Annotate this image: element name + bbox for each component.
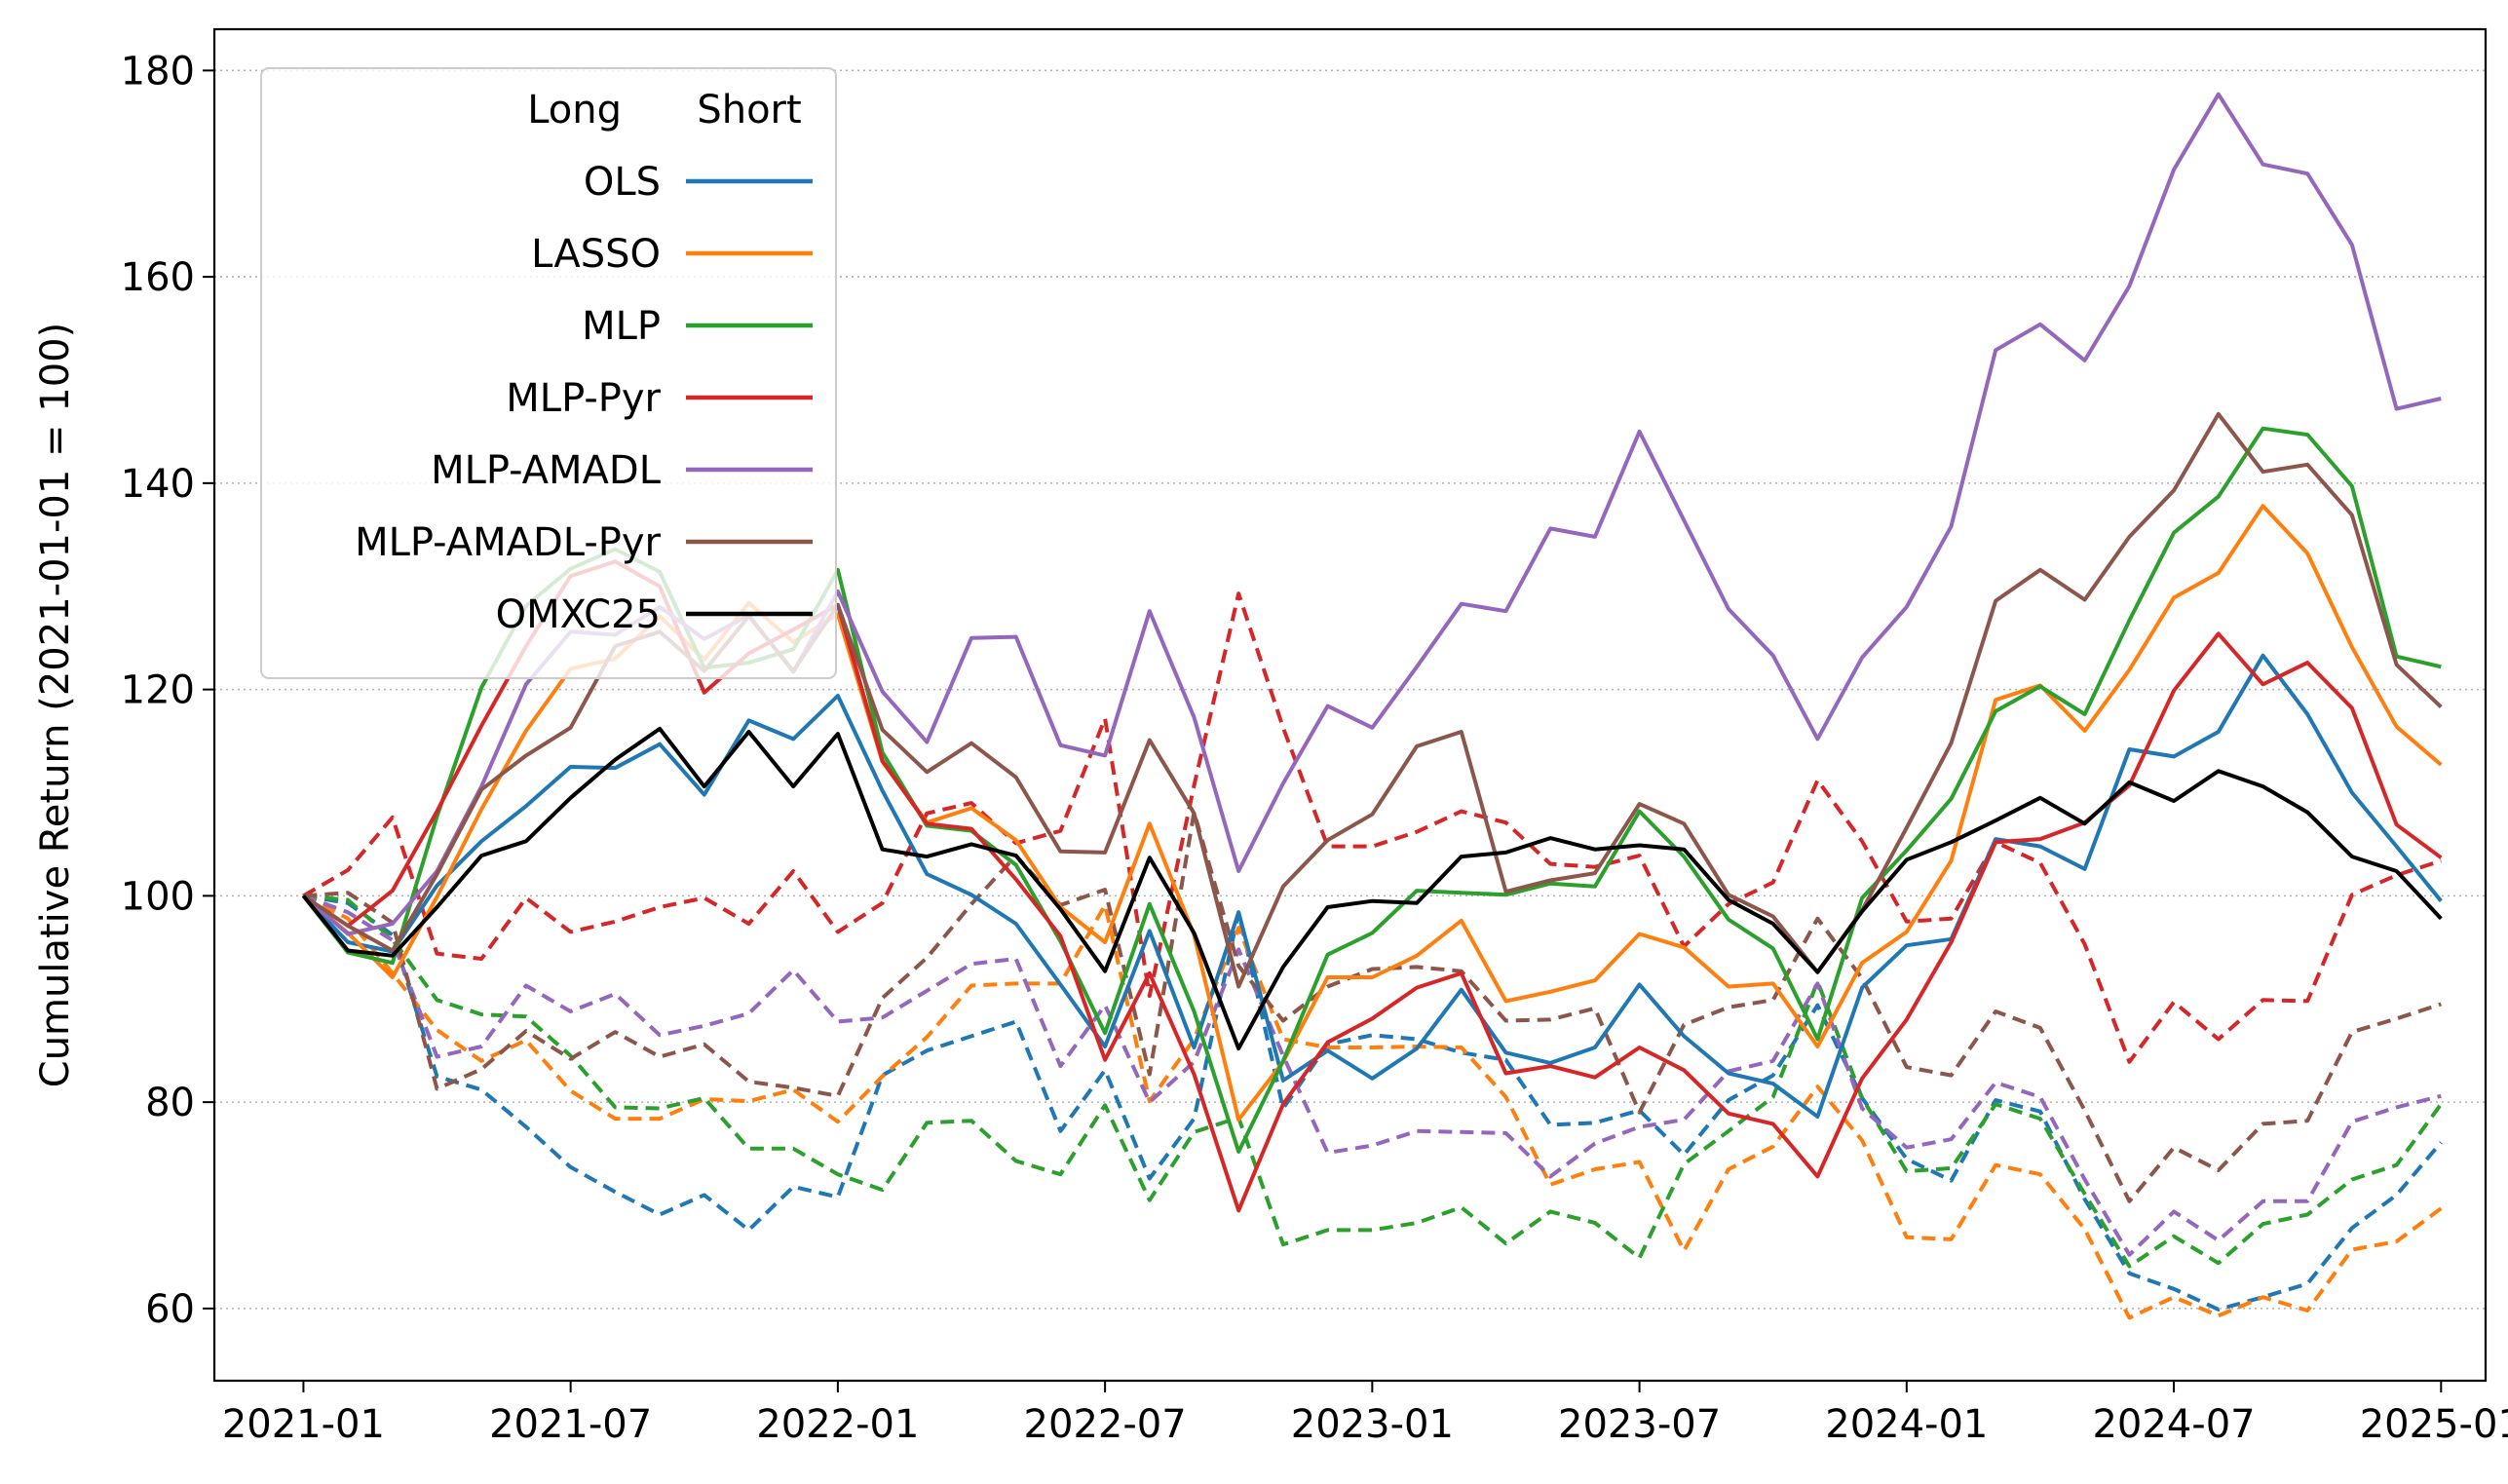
y-tick-label: 140 <box>121 462 195 507</box>
legend-label: MLP-Pyr <box>506 376 661 421</box>
legend-header-long: Long <box>527 88 622 133</box>
legend: Long Short OLS LASSO MLP MLP-Pyr MLP-AMADL MLP-… <box>260 67 837 679</box>
grid-lines <box>214 69 2486 1310</box>
x-tick-label: 2021-01 <box>222 1402 385 1447</box>
x-tick-label: 2022-01 <box>756 1402 919 1447</box>
y-tick-label: 180 <box>121 49 195 94</box>
series-short-OLS <box>303 894 2443 1312</box>
x-tick-label: 2024-01 <box>1825 1402 1988 1447</box>
x-tick-label: 2024-07 <box>2092 1402 2255 1447</box>
x-tick-label: 2022-07 <box>1024 1402 1187 1447</box>
plot-frame <box>212 27 2488 1383</box>
y-tick-label: 80 <box>145 1081 195 1125</box>
legend-label: OMXC25 <box>496 592 661 637</box>
legend-label: MLP-AMADL <box>431 448 662 493</box>
x-tick-label: 2025-01 <box>2360 1402 2508 1447</box>
y-axis-label: Cumulative Return (2021-01-01 = 100) <box>33 323 78 1087</box>
series-short-MLP-AMADL <box>302 894 2442 1257</box>
x-axis: 2021-01 2021-07 2022-01 2022-07 2023-01 2023-… <box>222 1381 2508 1447</box>
series-short-MLP-Pyr <box>302 591 2442 1064</box>
x-tick-label: 2021-07 <box>489 1402 652 1447</box>
y-axis: 60 80 100 120 140 160 180 <box>121 49 214 1332</box>
y-tick-label: 120 <box>121 668 195 713</box>
series-short-LASSO <box>302 894 2443 1320</box>
series-long-OMXC25 <box>301 726 2443 1051</box>
series-short-MLP-AMADL-Pyr <box>303 810 2442 1203</box>
legend-header-short: Short <box>697 88 801 133</box>
x-tick-label: 2023-01 <box>1291 1402 1454 1447</box>
legend-label: LASSO <box>531 232 661 277</box>
legend-box <box>260 67 837 679</box>
y-tick-label: 60 <box>145 1287 195 1332</box>
y-tick-label: 160 <box>121 255 195 300</box>
legend-label: MLP <box>582 304 661 349</box>
series-short-MLP <box>303 894 2443 1269</box>
series-long-OLS <box>301 653 2443 1119</box>
legend-label: MLP-AMADL-Pyr <box>355 520 661 565</box>
x-tick-label: 2023-07 <box>1558 1402 1721 1447</box>
legend-label: OLS <box>584 160 661 205</box>
y-tick-label: 100 <box>121 874 195 919</box>
